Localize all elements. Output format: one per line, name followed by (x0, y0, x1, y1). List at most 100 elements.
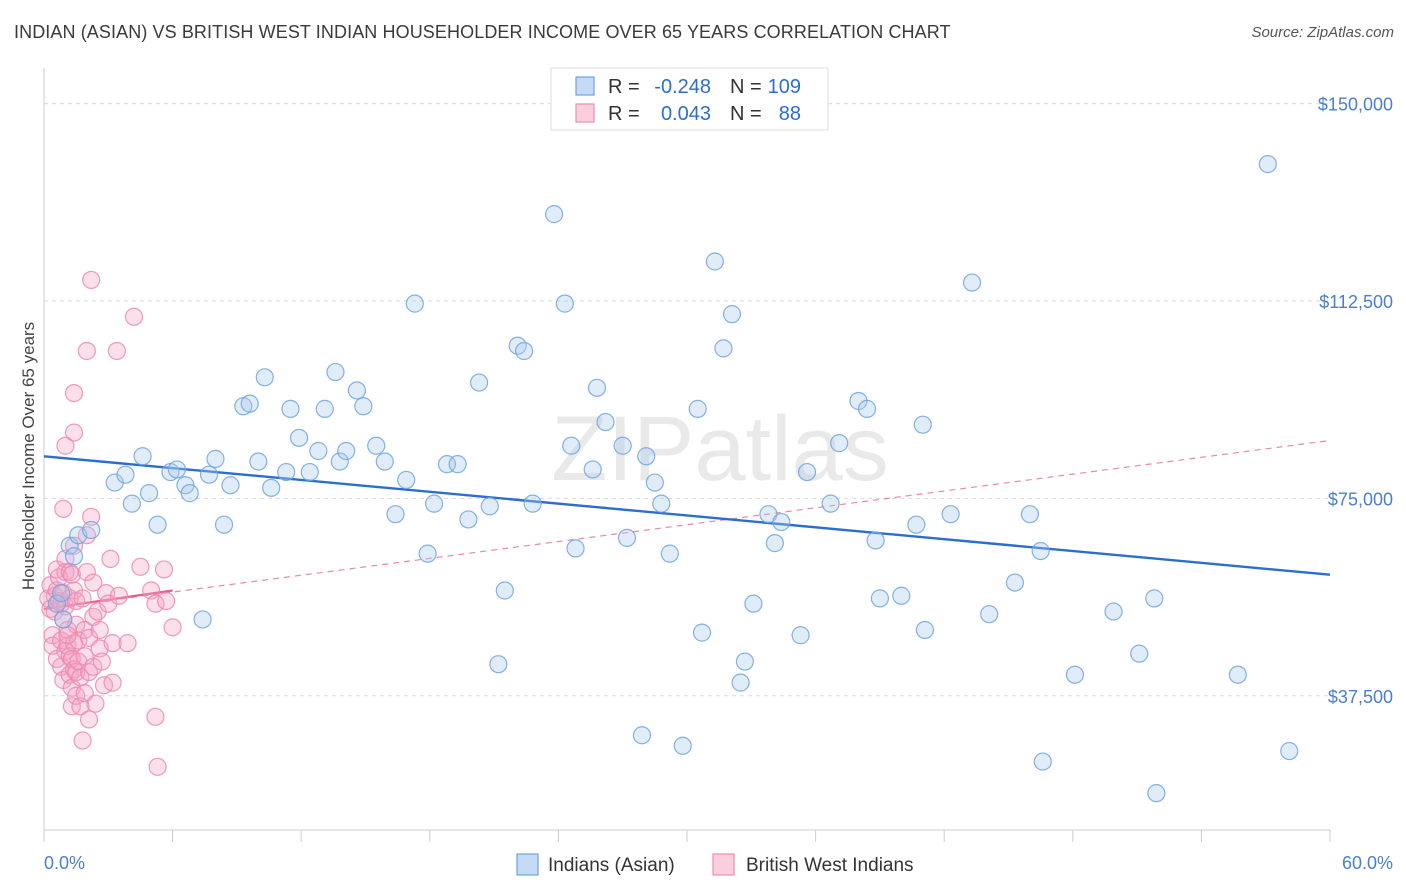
british-west-indians-point (103, 634, 122, 653)
british-west-indians-point (56, 436, 75, 455)
indians-asian-point (1228, 665, 1247, 684)
indians-asian-point (116, 465, 135, 484)
indians-asian-point (523, 494, 542, 513)
indians-asian-point (309, 441, 328, 461)
indians-asian-point (386, 505, 405, 524)
indians-asian-point (337, 441, 356, 461)
source-label: Source: ZipAtlas.com (1251, 24, 1394, 41)
indians-asian-point (632, 726, 652, 745)
british-west-indians-point (107, 341, 126, 361)
indians-asian-point (262, 478, 281, 497)
indians-asian-point (199, 465, 219, 484)
british-west-indians-point (124, 307, 144, 326)
stats-blue-r-label: R = (608, 76, 640, 98)
british-west-indians-point (77, 562, 96, 582)
indians-asian-point (722, 305, 742, 324)
indians-asian-point (214, 515, 234, 534)
indians-asian-point (54, 610, 73, 629)
indians-asian-point (52, 584, 71, 603)
indians-asian-point (221, 476, 240, 495)
y-tick-label: $37,500 (1328, 687, 1393, 707)
british-west-indians-point (54, 499, 73, 519)
indians-asian-point (1130, 644, 1149, 663)
pink-trend-line-extended (43, 439, 1331, 610)
indians-asian-point (791, 626, 810, 645)
indians-asian-point (180, 484, 199, 503)
indians-asian-point (469, 373, 489, 392)
indians-asian-point (660, 544, 679, 563)
stats-pink-n-label: N = (730, 103, 762, 125)
x-tick-label: 60.0% (1342, 853, 1393, 873)
british-west-indians-point (64, 536, 84, 555)
y-axis-label: Householder Income Over 65 years (19, 322, 38, 590)
indians-asian-point (941, 505, 960, 524)
indians-asian-point (167, 460, 186, 479)
indians-asian-point (907, 515, 926, 534)
indians-asian-point (122, 494, 141, 513)
british-west-indians-point (163, 618, 182, 637)
indians-asian-point (405, 294, 424, 313)
indians-asian-point (1031, 541, 1050, 561)
indians-asian-point (139, 484, 159, 503)
british-west-indians-point (82, 270, 101, 290)
british-west-indians-point (154, 560, 174, 579)
british-west-indians-point (90, 620, 109, 640)
indians-asian-point (1145, 589, 1164, 608)
indians-asian-point (326, 362, 345, 382)
indians-asian-point (249, 452, 268, 471)
indians-asian-point (255, 368, 274, 387)
blue-trend-line (43, 455, 1331, 576)
indians-asian-point (1065, 665, 1085, 684)
british-west-indians-point (62, 565, 81, 584)
indians-asian-point (688, 399, 707, 418)
indians-asian-point (645, 473, 664, 492)
indians-asian-point (892, 586, 911, 605)
indians-asian-point (705, 252, 724, 271)
indians-asian-point (913, 415, 932, 434)
indians-asian-point (545, 205, 564, 224)
british-west-indians-point (109, 586, 129, 605)
stats-blue-r-value: -0.248 (654, 76, 711, 98)
indians-asian-point (870, 589, 890, 608)
british-west-indians-point (148, 757, 167, 776)
legend-blue-swatch (516, 853, 539, 876)
y-tick-labels: $37,500 $75,000 $112,500 $150,000 (1318, 95, 1393, 707)
british-west-indians-points (39, 270, 182, 776)
indians-asian-point (148, 515, 167, 534)
british-west-indians-point (77, 341, 96, 361)
indians-asian-point (347, 381, 367, 400)
indians-asian-point (583, 460, 602, 479)
indians-asian-point (289, 428, 309, 447)
indians-asian-point (480, 497, 499, 516)
y-tick-label: $112,500 (1319, 292, 1393, 312)
indians-asian-point (1258, 155, 1277, 174)
stats-blue-swatch (575, 76, 595, 96)
indians-asian-point (495, 581, 514, 600)
british-west-indians-point (92, 652, 111, 671)
indians-asian-point (437, 455, 457, 474)
indians-asian-point (1104, 602, 1123, 621)
indians-asian-point (240, 394, 259, 413)
indians-asian-point (277, 462, 296, 482)
indians-asian-point (300, 462, 319, 482)
x-tick-label: 0.0% (44, 853, 85, 873)
indians-asian-point (562, 436, 581, 455)
british-west-indians-point (73, 731, 92, 750)
indians-asian-point (962, 273, 982, 292)
british-west-indians-point (84, 657, 103, 676)
indians-asian-point (1147, 784, 1166, 803)
indians-asian-point (555, 294, 574, 313)
indians-asian-point (82, 520, 101, 540)
y-tick-label: $150,000 (1318, 95, 1393, 115)
indians-asian-points (47, 155, 1299, 803)
british-west-indians-point (146, 594, 165, 613)
british-west-indians-point (82, 507, 101, 526)
indians-asian-point (652, 494, 671, 513)
y-tick-label: $75,000 (1328, 489, 1393, 509)
indians-asian-point (515, 341, 534, 361)
indians-asian-point (566, 539, 585, 558)
indians-asian-point (206, 449, 225, 468)
legend-label-british-west-indians: British West Indians (746, 855, 914, 876)
stats-legend: R = -0.248 N = 109 R = 0.043 N = 88 (550, 67, 829, 131)
